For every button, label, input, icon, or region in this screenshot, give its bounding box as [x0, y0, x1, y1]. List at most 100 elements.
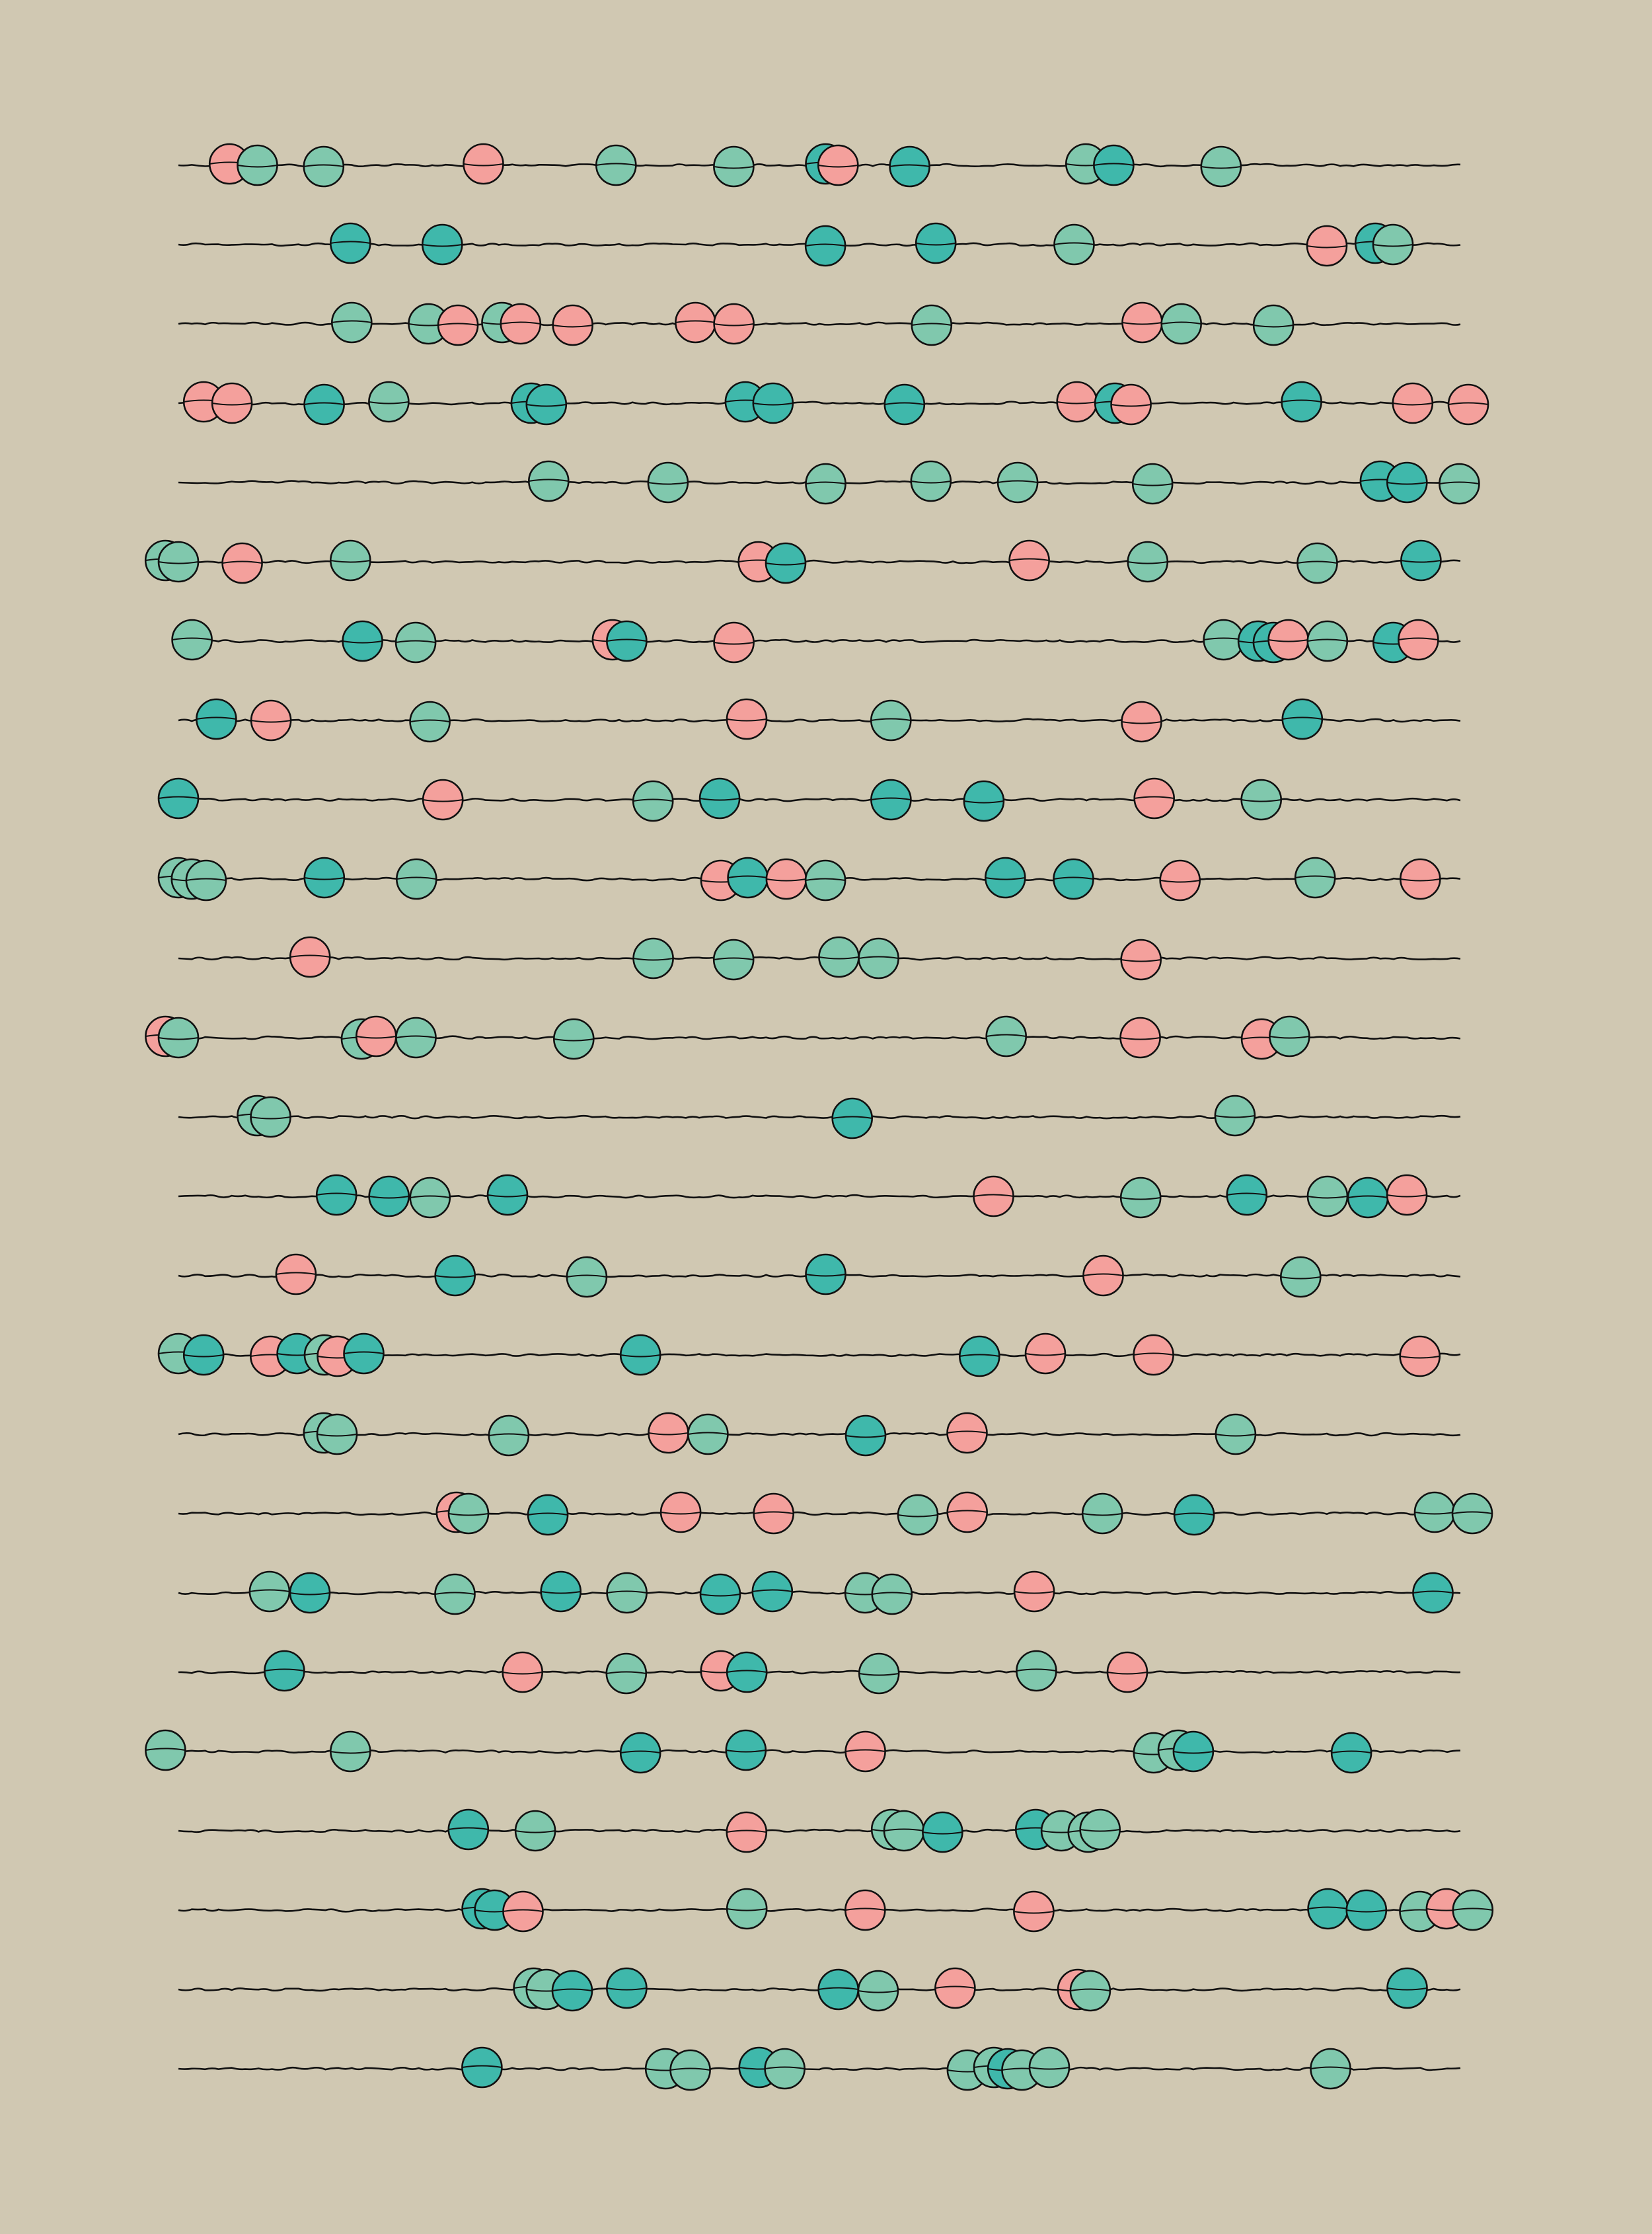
mint-dot	[157, 1017, 200, 1059]
dot-line-segment	[714, 166, 754, 169]
dot-line-segment	[700, 1594, 741, 1597]
teal-dot	[447, 1808, 490, 1851]
dot-line-segment	[1392, 403, 1433, 406]
teal-dot	[804, 225, 846, 267]
mint-dot	[632, 937, 674, 980]
dot-line-segment	[289, 1592, 330, 1596]
mint-dot	[857, 1970, 899, 2012]
dot-line-segment	[607, 638, 647, 642]
pink-dot	[1267, 619, 1309, 661]
dot-line-segment	[527, 1512, 568, 1516]
dot-line-segment	[500, 321, 541, 325]
dot-line-segment	[620, 1750, 661, 1753]
mint-dot	[1053, 223, 1095, 266]
pink-dot	[1008, 539, 1050, 582]
dot-line-segment	[552, 325, 593, 328]
teal-dot	[264, 1650, 305, 1692]
row-line	[178, 1828, 1461, 1833]
row-12	[145, 1015, 1461, 1060]
dot-line-segment	[648, 1432, 689, 1436]
pink-dot	[355, 1015, 397, 1058]
dot-line-segment	[620, 1354, 661, 1358]
dot-line-segment	[1439, 481, 1480, 484]
teal-dot	[157, 777, 200, 820]
dot-line-segment	[1331, 1750, 1372, 1753]
pink-dot	[845, 1730, 886, 1773]
teal-dot	[915, 222, 957, 264]
pink-dot	[648, 1412, 689, 1454]
dot-line-segment	[342, 640, 383, 644]
teal-dot	[751, 1570, 794, 1613]
dot-line-segment	[1307, 638, 1347, 642]
pink-dot	[726, 1811, 768, 1853]
mint-dot	[1214, 1095, 1256, 1137]
row-line	[178, 1511, 1461, 1516]
dot-line-segment	[1121, 721, 1162, 724]
teal-dot	[606, 1967, 648, 2009]
pink-dot	[502, 1890, 544, 1933]
dot-line-segment	[1347, 1195, 1388, 1198]
row-19	[178, 1570, 1461, 1615]
pink-dot	[1121, 301, 1163, 344]
dot-line-segment	[250, 720, 291, 723]
dot-line-segment	[332, 320, 372, 323]
mint-dot	[1310, 2048, 1351, 2090]
dot-line-segment	[845, 1435, 886, 1438]
mint-dot	[1306, 1175, 1349, 1217]
row-line	[178, 321, 1461, 327]
dot-line-segment	[435, 1275, 475, 1278]
mint-dot	[985, 1015, 1027, 1058]
mint-dot	[805, 463, 846, 505]
dot-line-segment	[959, 1354, 1000, 1357]
mint-dot	[647, 461, 689, 504]
row-21	[145, 1729, 1461, 1774]
dot-line-segment	[859, 1673, 899, 1676]
teal-dot	[765, 542, 807, 584]
dot-line-segment	[290, 954, 330, 958]
dot-line-segment	[1160, 880, 1200, 883]
pink-dot	[1120, 939, 1162, 981]
dot-line-segment	[607, 1987, 647, 1991]
dot-line-segment	[819, 956, 859, 960]
dot-line-segment	[1282, 716, 1322, 720]
teal-dot	[1386, 1967, 1428, 2009]
mint-dot	[669, 2049, 711, 2091]
pink-dot	[1106, 1651, 1148, 1693]
teal-dot	[1226, 1174, 1268, 1216]
dot-line-segment	[1269, 1036, 1310, 1039]
dot-line-segment	[250, 1116, 291, 1120]
row-6	[144, 539, 1461, 584]
mint-dot	[764, 2048, 806, 2090]
dot-line-segment	[1070, 1988, 1111, 1991]
dot-line-segment	[396, 1035, 436, 1038]
mint-dot	[818, 936, 860, 978]
row-14	[178, 1174, 1461, 1219]
dot-line-segment	[806, 481, 846, 484]
mint-dot	[1372, 223, 1414, 266]
teal-dot	[1093, 144, 1135, 186]
mint-dot	[713, 145, 755, 188]
dot-line-segment	[529, 479, 569, 482]
dot-line-segment	[752, 1589, 792, 1592]
row-4	[178, 381, 1489, 426]
row-1	[178, 143, 1461, 188]
dot-line-segment	[1161, 321, 1201, 325]
teal-dot	[434, 1254, 476, 1297]
mint-dot	[145, 1729, 186, 1771]
pink-dot	[675, 301, 716, 344]
teal-dot	[1330, 1732, 1372, 1774]
row-8	[178, 698, 1461, 743]
mint-dot	[237, 144, 278, 186]
dot-line-segment	[858, 956, 899, 959]
dot-line-segment	[765, 2066, 805, 2069]
dot-line-segment	[675, 320, 716, 323]
dot-line-segment	[303, 164, 344, 167]
pink-dot	[289, 936, 331, 978]
dot-line-segment	[947, 1510, 987, 1513]
row-7	[171, 619, 1461, 664]
dot-line-segment	[1241, 799, 1281, 802]
teal-dot	[698, 777, 741, 820]
mint-dot	[316, 1413, 358, 1455]
teal-dot	[1345, 1889, 1388, 1931]
